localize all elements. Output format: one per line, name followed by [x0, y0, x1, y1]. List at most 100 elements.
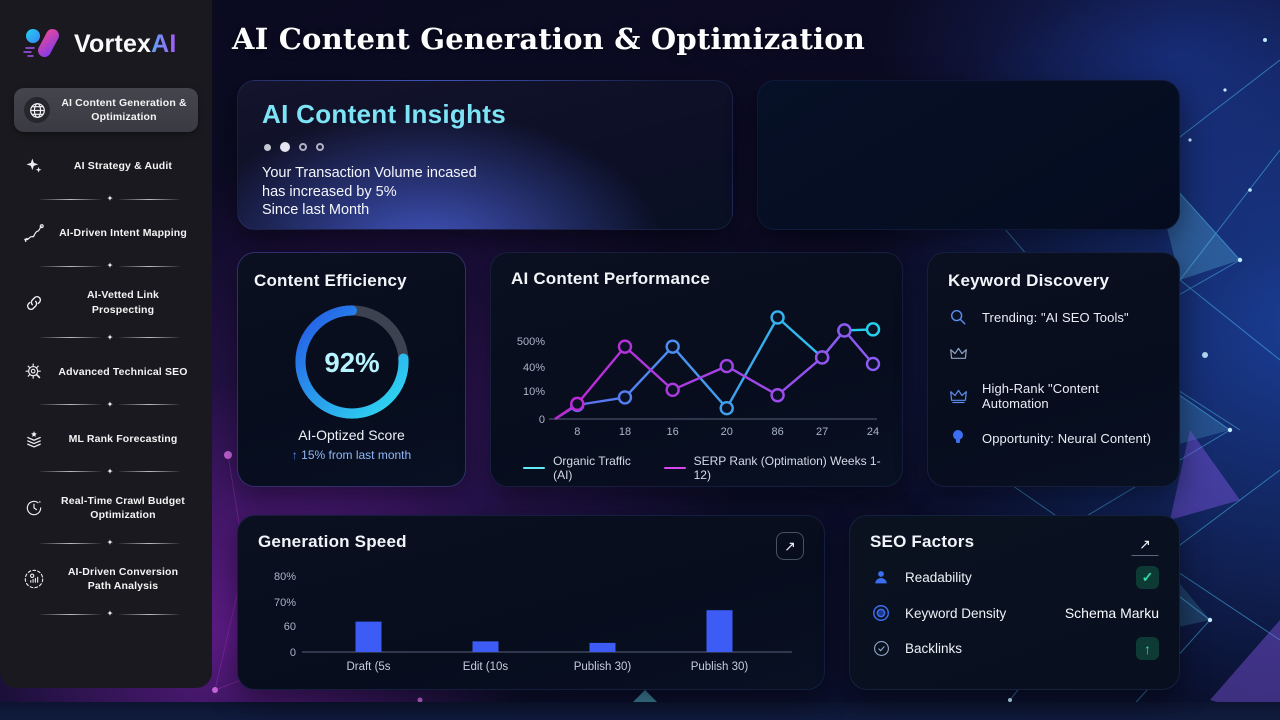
keyword-discovery-card: Keyword Discovery Trending: "AI SEO Tool… [927, 252, 1180, 487]
svg-text:Publish 30): Publish 30) [574, 661, 632, 673]
svg-text:10%: 10% [523, 386, 545, 398]
performance-title: AI Content Performance [511, 269, 710, 288]
content-efficiency-card: Content Efficiency 92% AI-Optized Score … [237, 252, 466, 487]
carousel-dots [264, 142, 708, 152]
svg-text:Draft (5s: Draft (5s [346, 661, 390, 673]
expand-button[interactable]: ↗ [1131, 532, 1159, 556]
readability-checkbox[interactable]: ✓ [1136, 566, 1159, 589]
keyword-item-blank[interactable] [948, 344, 1159, 364]
seo-row-keyword-density: Keyword Density Schema Marku [870, 602, 1159, 624]
crown-icon [948, 386, 968, 406]
bottom-band [0, 702, 1280, 720]
sidebar-item-label: AI-Driven Intent Mapping [59, 227, 187, 240]
seo-factors-header: SEO Factors ↗ [870, 532, 1159, 556]
svg-text:500%: 500% [517, 336, 545, 348]
efficiency-title: Content Efficiency [254, 271, 407, 290]
sidebar-nav: AI Content Generation & Optimization AI … [14, 88, 198, 628]
legend-swatch-magenta [663, 467, 686, 469]
sidebar-item-conversion-path[interactable]: AI-Driven Conversion Path Analysis [14, 557, 198, 601]
performance-legend: Organic Traffic (AI) SERP Rank (Optimati… [511, 454, 882, 482]
seo-row-backlinks: Backlinks ↑ [870, 637, 1159, 660]
reader-icon [870, 567, 892, 589]
sidebar-divider: ✦ [40, 262, 180, 270]
svg-text:60: 60 [284, 621, 296, 633]
legend-label: SERP Rank (Optimation) Weeks 1-12) [693, 454, 881, 482]
link-icon [22, 291, 46, 315]
svg-text:86: 86 [771, 426, 783, 438]
performance-line-chart: 0 10% 40% 500% 8 18 16 20 86 27 24 [517, 310, 881, 438]
sidebar-divider: ✦ [40, 467, 180, 476]
keyword-title: Keyword Discovery [948, 271, 1110, 290]
legend-item-serp-rank: SERP Rank (Optimation) Weeks 1-12) [663, 454, 883, 482]
search-icon [948, 307, 968, 327]
gauge-svg: 92% [294, 305, 409, 419]
seo-row-label: Keyword Density [905, 605, 1007, 621]
sidebar-divider: ✦ [40, 333, 180, 342]
keyword-item-high-rank[interactable]: High-Rank "Content Automation [948, 381, 1159, 411]
backlinks-trend-chip[interactable]: ↑ [1136, 637, 1159, 660]
sidebar-item-technical-seo[interactable]: Advanced Technical SEO [14, 352, 198, 392]
seo-factors-title: SEO Factors [870, 532, 975, 551]
efficiency-delta: ↑ 15% from last month [254, 448, 449, 462]
insights-line: Since last Month [262, 202, 370, 219]
keyword-item-opportunity[interactable]: Opportunity: Neural Content) [948, 428, 1159, 448]
legend-swatch-cyan [523, 467, 546, 469]
legend-label: Organic Traffic (AI) [553, 454, 631, 482]
carousel-dot[interactable] [280, 142, 290, 152]
rank-layers-icon [22, 427, 46, 451]
content-performance-card: AI Content Performance 0 10% 40% 500% 8 18 16 2… [490, 252, 903, 487]
gear-search-icon [22, 360, 46, 384]
sidebar-divider: ✦ [40, 400, 180, 409]
vortex-logo-icon [23, 28, 59, 58]
sparkles-icon [22, 154, 46, 178]
media-placeholder-card [757, 80, 1180, 230]
generation-speed-card: Generation Speed ↗ 0 60 70% 80% Draft (5s Edi… [237, 515, 825, 690]
svg-text:70%: 70% [274, 597, 296, 609]
seo-row-label: Backlinks [905, 641, 963, 656]
sidebar-item-label: AI Content Generation & Optimization [61, 97, 187, 124]
sidebar-divider: ✦ [40, 539, 180, 547]
up-arrow-icon: ↑ [291, 448, 298, 462]
seo-factors-list: Readability ✓ Keyword Density Schema Mar… [870, 566, 1159, 660]
expand-button[interactable]: ↗ [776, 532, 804, 560]
keyword-item-trending[interactable]: Trending: "AI SEO Tools" [948, 307, 1159, 327]
carousel-dot[interactable] [264, 143, 271, 151]
svg-text:80%: 80% [274, 571, 296, 583]
carousel-dot[interactable] [299, 143, 307, 151]
svg-text:20: 20 [721, 426, 733, 438]
brand-accent: AI [151, 29, 177, 58]
svg-text:40%: 40% [523, 362, 545, 374]
svg-text:8: 8 [574, 426, 580, 438]
seo-row-label: Readability [905, 570, 972, 585]
seo-row-readability: Readability ✓ [870, 566, 1159, 589]
brand-logo[interactable]: VortexAI [14, 18, 198, 70]
sidebar-item-label: AI-Driven Conversion Path Analysis [67, 566, 179, 593]
legend-item-organic-traffic: Organic Traffic (AI) [523, 454, 646, 482]
target-icon [870, 602, 892, 624]
sidebar-item-label: Real-Time Crawl Budget Optimization [61, 494, 185, 521]
sidebar-item-label: ML Rank Forecasting [68, 432, 178, 445]
efficiency-score: 92% [324, 347, 379, 378]
sidebar-divider: ✦ [40, 610, 180, 618]
insights-line: has increased by 5% [262, 183, 397, 200]
keyword-item-text: High-Rank "Content Automation [982, 381, 1099, 411]
crown-icon [948, 344, 968, 364]
svg-text:Edit (10s: Edit (10s [463, 661, 509, 673]
sidebar-item-rank-forecasting[interactable]: ML Rank Forecasting [14, 419, 198, 459]
sidebar-item-strategy-audit[interactable]: AI Strategy & Audit [14, 146, 198, 186]
sidebar-item-crawl-budget[interactable]: Real-Time Crawl Budget Optimization [14, 486, 198, 530]
conversion-chart-icon [22, 567, 46, 591]
insights-title: AI Content Insights [262, 99, 507, 129]
svg-text:18: 18 [619, 426, 631, 438]
keyword-density-value: Schema Marku [1064, 605, 1159, 621]
sidebar-item-intent-mapping[interactable]: AI-Driven Intent Mapping [14, 213, 198, 253]
sidebar: VortexAI AI Content Generation & Optimiz… [0, 0, 212, 688]
page-title: AI Content Generation & Optimization [232, 22, 866, 56]
carousel-dot[interactable] [316, 143, 324, 151]
globe-icon [24, 97, 50, 124]
sidebar-item-link-prospecting[interactable]: AI-Vetted Link Prospecting [14, 280, 198, 324]
efficiency-caption: AI-Optized Score [298, 427, 405, 443]
sidebar-item-content-generation[interactable]: AI Content Generation & Optimization [14, 88, 198, 133]
insights-card: AI Content Insights Your Transaction Vol… [237, 80, 733, 230]
brand-primary: Vortex [74, 29, 152, 58]
